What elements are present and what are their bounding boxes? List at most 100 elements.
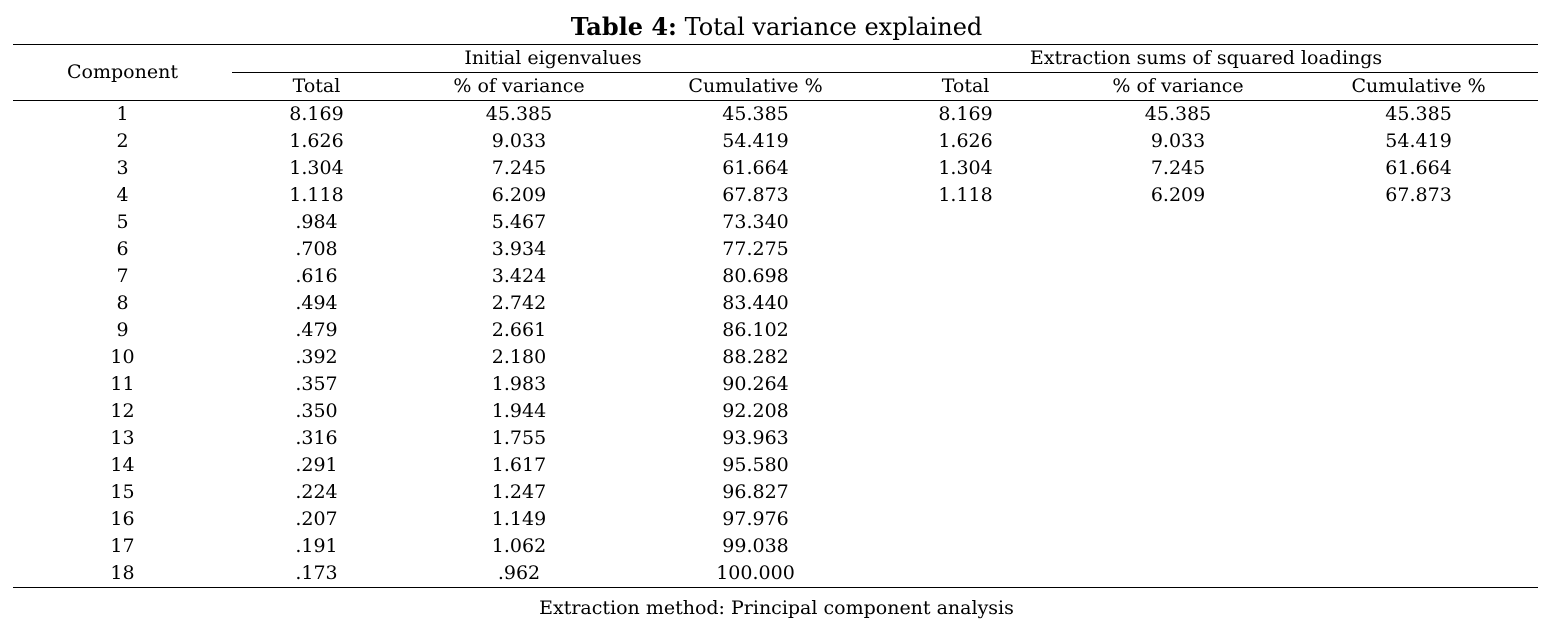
table-row: 15 .224 1.247 96.827: [13, 479, 1538, 506]
initial-cumulative-cell: 93.963: [722, 427, 789, 449]
extraction-variance-cell: [1057, 533, 1299, 560]
table-row: 8 .494 2.742 83.440: [13, 290, 1538, 317]
initial-variance-cell: .962: [497, 562, 541, 584]
component-cell: 18: [110, 562, 135, 584]
extraction-cumulative-cell: 45.385: [1385, 103, 1452, 125]
extraction-cumulative-cell: [1299, 317, 1538, 344]
initial-variance-cell: 3.424: [491, 265, 547, 287]
extraction-variance-cell: [1057, 263, 1299, 290]
initial-total-cell: .357: [295, 373, 338, 395]
initial-total-cell: .392: [295, 346, 338, 368]
initial-total-cell: 8.169: [289, 103, 344, 125]
component-cell: 3: [116, 157, 129, 179]
extraction-total-cell: 1.626: [938, 130, 993, 152]
initial-cumulative-cell: 73.340: [722, 211, 789, 233]
table-title: Total variance explained: [684, 13, 983, 41]
extraction-total-cell: [874, 452, 1057, 479]
initial-total-cell: .708: [295, 238, 338, 260]
initial-cumulative-cell: 61.664: [722, 157, 789, 179]
extraction-total-cell: [874, 317, 1057, 344]
component-cell: 5: [116, 211, 129, 233]
extraction-total-cell: [874, 263, 1057, 290]
extraction-cumulative-cell: [1299, 479, 1538, 506]
extraction-cumulative-cell: [1299, 209, 1538, 236]
initial-variance-cell: 45.385: [485, 103, 553, 125]
extraction-total-cell: [874, 398, 1057, 425]
initial-variance-cell: 1.983: [491, 373, 547, 395]
table-row: 13 .316 1.755 93.963: [13, 425, 1538, 452]
extraction-total-cell: [874, 506, 1057, 533]
extraction-total-cell: [874, 560, 1057, 588]
table-body: 1 8.169 45.385 45.385 8.169 45.385 45.385 2 1.62…: [13, 101, 1539, 588]
initial-variance-cell: 1.149: [491, 508, 547, 530]
extraction-total-cell: [874, 533, 1057, 560]
extraction-total-cell: [874, 209, 1057, 236]
component-header: Component: [13, 44, 232, 101]
initial-variance-cell: 1.944: [491, 400, 547, 422]
table-row: 17 .191 1.062 99.038: [13, 533, 1538, 560]
extraction-cumulative-cell: [1299, 344, 1538, 371]
extraction-variance-cell: [1057, 317, 1299, 344]
extraction-variance-cell: [1057, 344, 1299, 371]
initial-cumulative-cell: 86.102: [722, 319, 789, 341]
initial-total-cell: 1.304: [289, 157, 344, 179]
initial-variance-cell: 5.467: [491, 211, 547, 233]
component-cell: 11: [110, 373, 135, 395]
table-row: 9 .479 2.661 86.102: [13, 317, 1538, 344]
extraction-cumulative-cell: [1299, 452, 1538, 479]
extraction-cumulative-cell: [1299, 533, 1538, 560]
initial-total-cell: .350: [295, 400, 338, 422]
extraction-variance-cell: [1057, 398, 1299, 425]
extraction-cumulative-cell: 54.419: [1385, 130, 1452, 152]
component-cell: 16: [110, 508, 135, 530]
component-cell: 1: [116, 103, 129, 125]
extraction-total-cell: [874, 425, 1057, 452]
component-cell: 8: [116, 292, 129, 314]
variance-table: Component Initial eigenvalues Extraction…: [13, 44, 1539, 588]
initial-total-cell: 1.118: [289, 184, 344, 206]
component-cell: 4: [116, 184, 129, 206]
initial-total-cell: .173: [295, 562, 338, 584]
initial-cumulative-cell: 90.264: [722, 373, 789, 395]
extraction-variance-cell: 9.033: [1150, 130, 1206, 152]
extraction-variance-cell: 6.209: [1150, 184, 1206, 206]
table-row: 12 .350 1.944 92.208: [13, 398, 1538, 425]
table-row: 2 1.626 9.033 54.419 1.626 9.033 54.419: [13, 128, 1538, 155]
initial-cumulative-cell: 54.419: [722, 130, 789, 152]
extraction-total-cell: [874, 290, 1057, 317]
extraction-variance-cell: [1057, 425, 1299, 452]
initial-total-cell: .316: [295, 427, 338, 449]
extraction-total-cell: [874, 236, 1057, 263]
component-cell: 7: [116, 265, 129, 287]
extraction-cumulative-cell: 61.664: [1385, 157, 1452, 179]
extraction-variance-cell: [1057, 290, 1299, 317]
initial-cumulative-cell: 92.208: [722, 400, 789, 422]
initial-cumulative-cell: 45.385: [722, 103, 789, 125]
extraction-cumulative-cell: [1299, 560, 1538, 588]
initial-cumulative-cell: 95.580: [722, 454, 789, 476]
table-row: 3 1.304 7.245 61.664 1.304 7.245 61.664: [13, 155, 1538, 182]
initial-total-cell: .494: [295, 292, 338, 314]
initial-variance-cell: 9.033: [491, 130, 547, 152]
initial-total-cell: 1.626: [289, 130, 344, 152]
extraction-cumulative-cell: 67.873: [1385, 184, 1452, 206]
extraction-total-cell: 1.304: [938, 157, 993, 179]
extraction-total-cell: [874, 479, 1057, 506]
extraction-variance-cell: 45.385: [1144, 103, 1212, 125]
initial-eigenvalues-header: Initial eigenvalues: [232, 44, 875, 73]
table-row: 11 .357 1.983 90.264: [13, 371, 1538, 398]
component-cell: 15: [110, 481, 135, 503]
component-cell: 14: [110, 454, 135, 476]
extraction-variance-cell: [1057, 506, 1299, 533]
extraction-cumulative-cell: [1299, 425, 1538, 452]
header-subcol-row: Total % of variance Cumulative % Total %…: [13, 73, 1539, 101]
extraction-variance-cell: [1057, 209, 1299, 236]
initial-variance-cell: 3.934: [491, 238, 547, 260]
initial-total-cell: .207: [295, 508, 338, 530]
extraction-total-cell: 8.169: [938, 103, 993, 125]
initial-variance-cell: 1.247: [491, 481, 547, 503]
initial-cumulative-cell: 97.976: [722, 508, 789, 530]
extraction-variance-cell: 7.245: [1150, 157, 1206, 179]
initial-cumulative-cell: 88.282: [722, 346, 789, 368]
initial-total-cell: .224: [295, 481, 338, 503]
